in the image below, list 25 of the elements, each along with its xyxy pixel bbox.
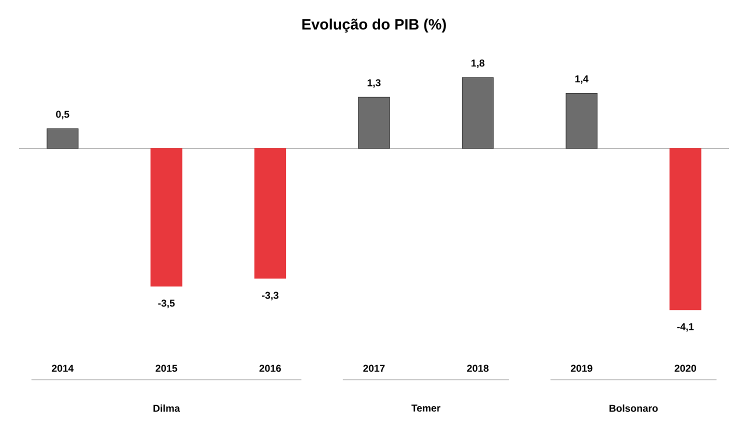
text: Temer — [411, 404, 440, 412]
bar — [566, 92, 598, 149]
data-label: -3,3 — [262, 292, 278, 300]
data-label: 1,8 — [472, 60, 484, 68]
x-tick-label: 2019 — [570, 364, 592, 372]
bar — [150, 148, 182, 286]
x-tick-label: 2017 — [363, 364, 385, 372]
data-label: -3,5 — [158, 300, 175, 308]
x-tick-label: 2014 — [52, 364, 74, 372]
data-label: -4,1 — [677, 323, 694, 332]
text: Dilma — [154, 404, 180, 412]
x-tick-label: 2015 — [156, 364, 178, 372]
x-tick-label: 2016 — [259, 364, 281, 372]
data-label: 1,3 — [368, 79, 381, 88]
bar — [254, 148, 286, 279]
x-tick-label: 2020 — [674, 364, 696, 372]
data-label: 0,5 — [56, 110, 70, 120]
chart-title: Evolução do PIB (%) — [302, 18, 446, 33]
text: Bolsonaro — [610, 404, 658, 412]
data-label: 1,4 — [575, 75, 588, 84]
bar — [358, 96, 390, 149]
bar — [46, 128, 78, 149]
x-tick-label: 2018 — [467, 364, 489, 372]
bar — [462, 77, 494, 149]
bar — [670, 148, 702, 310]
